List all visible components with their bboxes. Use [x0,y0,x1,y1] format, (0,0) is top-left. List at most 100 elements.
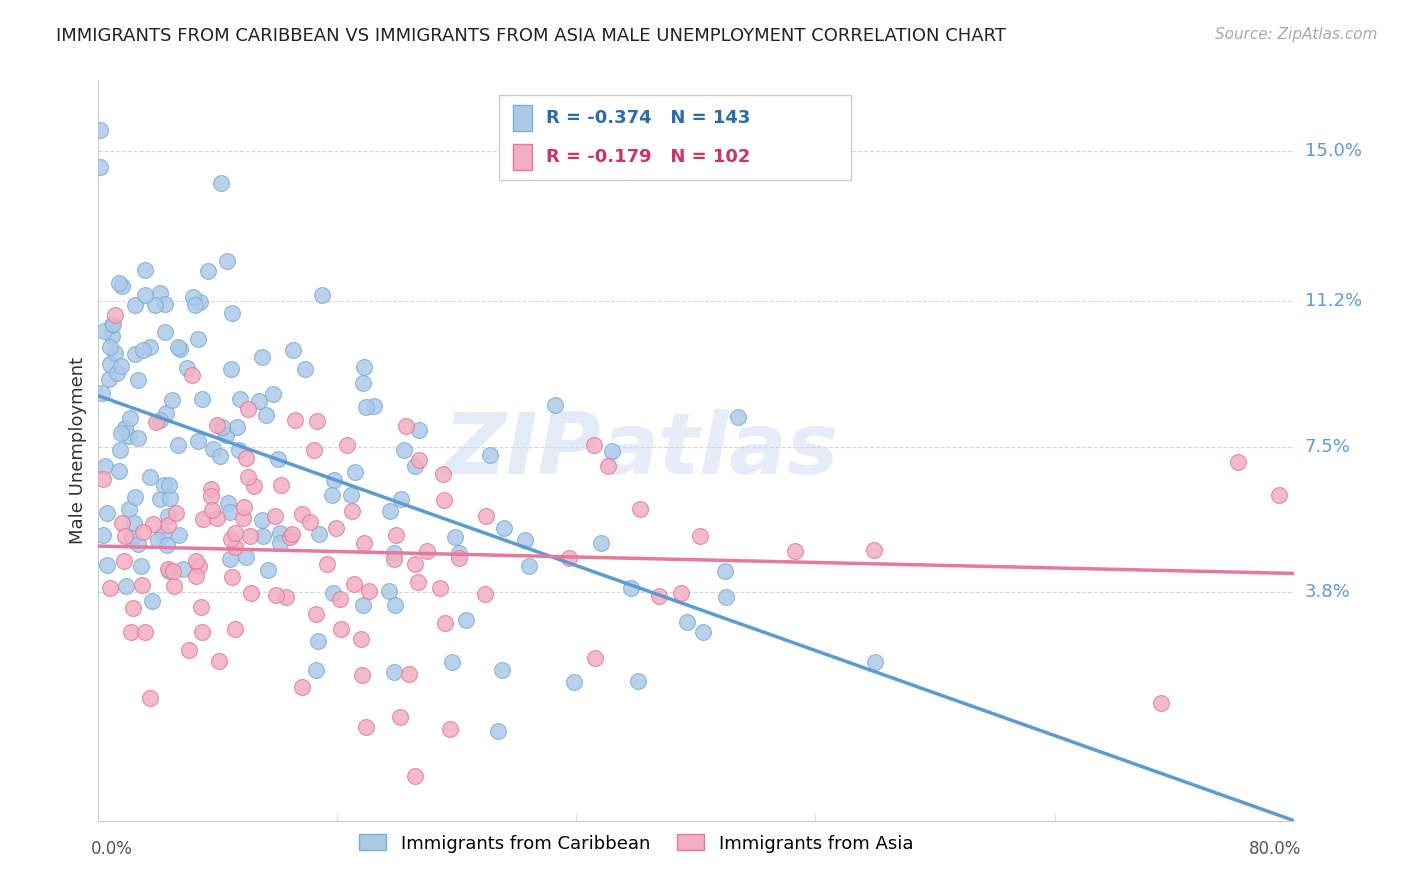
Point [131,578,153,592]
Point [104,345,127,359]
Point [350,632,373,647]
Point [118,502,141,516]
Point [200,489,222,503]
Point [305,607,328,621]
Point [100,357,122,371]
Point [280,530,302,544]
Point [209,449,232,463]
Point [124,490,146,504]
Text: 0.0%: 0.0% [91,840,132,858]
Point [177,643,200,657]
Point [456,614,478,628]
Point [434,615,457,630]
Point [382,552,405,566]
Point [127,373,149,387]
Point [114,420,136,434]
Point [187,332,209,346]
Point [444,530,467,544]
Point [591,536,613,550]
Point [101,329,124,343]
Text: R = -0.179   N = 102: R = -0.179 N = 102 [546,148,751,166]
Point [583,650,606,665]
Point [544,398,567,412]
Point [111,278,134,293]
Point [105,366,128,380]
Point [155,297,177,311]
Point [392,442,415,457]
Point [96,506,118,520]
Point [190,600,212,615]
Point [176,360,198,375]
Point [208,654,231,668]
Point [281,527,304,541]
Point [321,488,343,502]
Point [1150,697,1173,711]
Point [219,552,242,566]
Point [114,579,136,593]
Point [132,343,155,357]
Point [294,362,316,376]
Point [325,521,347,535]
Legend: Immigrants from Caribbean, Immigrants from Asia: Immigrants from Caribbean, Immigrants fr… [352,827,921,860]
Point [264,588,287,602]
Point [146,533,169,547]
Point [252,528,274,542]
Point [389,710,412,724]
Point [408,423,430,437]
Point [157,509,180,524]
Point [600,443,623,458]
Point [114,529,136,543]
Point [110,426,132,441]
Point [713,564,735,578]
Point [159,491,181,505]
Point [124,298,146,312]
Point [149,492,172,507]
Point [215,254,238,268]
Point [242,479,264,493]
Point [269,536,291,550]
Point [1226,455,1249,469]
Point [207,510,229,524]
Point [219,361,242,376]
Text: IMMIGRANTS FROM CARIBBEAN VS IMMIGRANTS FROM ASIA MALE UNEMPLOYMENT CORRELATION : IMMIGRANTS FROM CARIBBEAN VS IMMIGRANTS … [56,27,1007,45]
Point [224,541,246,555]
Point [353,359,375,374]
Point [134,263,156,277]
Point [96,558,118,572]
Point [91,385,114,400]
Point [197,264,219,278]
Point [152,478,174,492]
Point [363,400,385,414]
Point [356,720,378,734]
Point [104,308,127,322]
Point [478,448,501,462]
Point [378,583,401,598]
Point [181,289,204,303]
Point [323,474,346,488]
Point [134,625,156,640]
Point [291,507,314,521]
Point [108,464,131,478]
Point [582,438,605,452]
Point [235,451,257,466]
Point [384,598,406,612]
Point [187,434,209,449]
Point [193,512,215,526]
Point [219,532,242,546]
Point [224,622,246,636]
Point [211,419,233,434]
Point [224,526,246,541]
Point [132,524,155,539]
Point [200,482,222,496]
Point [432,467,454,481]
Point [110,442,132,457]
Point [447,546,470,560]
Point [517,558,540,573]
Text: ZIP: ZIP [443,409,600,492]
Point [307,414,329,428]
Point [385,528,408,542]
Point [166,340,188,354]
Point [247,393,270,408]
Point [404,769,426,783]
Point [100,582,122,596]
